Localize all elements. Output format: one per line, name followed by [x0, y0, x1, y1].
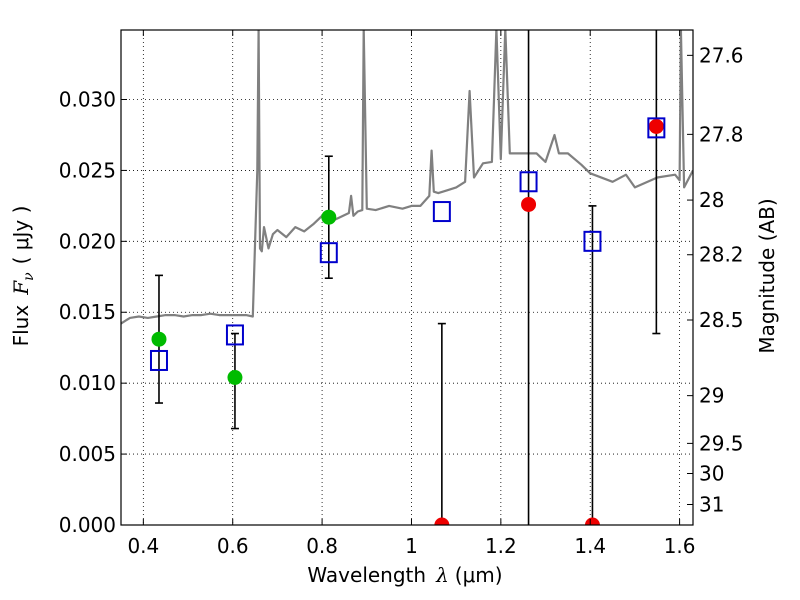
- data-point: [434, 517, 450, 525]
- y-axis-title-prefix: Flux: [9, 305, 33, 347]
- spectrum-line: [121, 30, 693, 325]
- y-tick-label: 0.025: [59, 158, 116, 182]
- grid-lines: [121, 30, 693, 526]
- y2-tick-label: 31: [699, 492, 724, 516]
- model-point: [519, 171, 538, 193]
- data-point: [521, 196, 537, 212]
- plot-frame: [120, 29, 694, 526]
- data-point: [648, 118, 664, 134]
- y2-tick-label: 29.5: [699, 431, 744, 455]
- y-axis-symbol: F: [9, 280, 33, 296]
- model-point: [149, 349, 168, 371]
- x-axis-title: Wavelength λ (μm): [307, 563, 502, 587]
- data-point: [321, 209, 337, 225]
- y2-tick-label: 29: [699, 384, 724, 408]
- x-tick-label: 1: [405, 534, 418, 558]
- y-axis-title: Flux Fν ( μJy ): [9, 206, 37, 347]
- model-point: [319, 242, 338, 264]
- model-point: [647, 117, 666, 139]
- y-tick-label: 0.015: [59, 300, 116, 324]
- x-tick-label: 0.4: [127, 534, 159, 558]
- y2-tick-label: 27.8: [699, 122, 744, 146]
- y2-tick-label: 27.6: [699, 43, 744, 67]
- y-tick-label: 0.020: [59, 229, 116, 253]
- x-tick-label: 0.8: [306, 534, 338, 558]
- x-tick-label: 0.6: [217, 534, 249, 558]
- y-axis-subscript: ν: [21, 272, 37, 281]
- y-tick-label: 0.005: [59, 442, 116, 466]
- data-point: [584, 517, 600, 525]
- x-axis-unit: (μm): [455, 563, 503, 587]
- y2-axis-title: Magnitude (AB): [755, 198, 779, 353]
- x-tick-label: 1.6: [664, 534, 696, 558]
- y2-tick-label: 28.5: [699, 308, 744, 332]
- x-axis-title-prefix: Wavelength: [307, 563, 426, 587]
- spectrum-layer: [121, 30, 693, 325]
- y-tick-label: 0.010: [59, 371, 116, 395]
- markers: [149, 117, 666, 525]
- data-point: [227, 369, 243, 385]
- y-tick-label: 0.000: [59, 513, 116, 537]
- y2-tick-label: 28.2: [699, 243, 744, 267]
- y-tick-label: 0.030: [59, 87, 116, 111]
- axis-ticks: 0.4 0.6 0.8 1 1.2 1.4 1.6 0.000 0.005 0.010 0.015 0…: [59, 30, 744, 558]
- data-point: [151, 331, 167, 347]
- y2-tick-label: 28: [699, 188, 724, 212]
- y-axis-unit: ( μJy ): [9, 206, 33, 265]
- y2-tick-label: 30: [699, 462, 724, 486]
- x-tick-label: 1.2: [485, 534, 517, 558]
- model-point: [432, 201, 451, 223]
- x-tick-label: 1.4: [574, 534, 606, 558]
- model-point: [225, 324, 244, 346]
- model-point: [583, 230, 602, 252]
- x-axis-symbol: λ: [435, 563, 449, 587]
- error-bars: [154, 30, 661, 525]
